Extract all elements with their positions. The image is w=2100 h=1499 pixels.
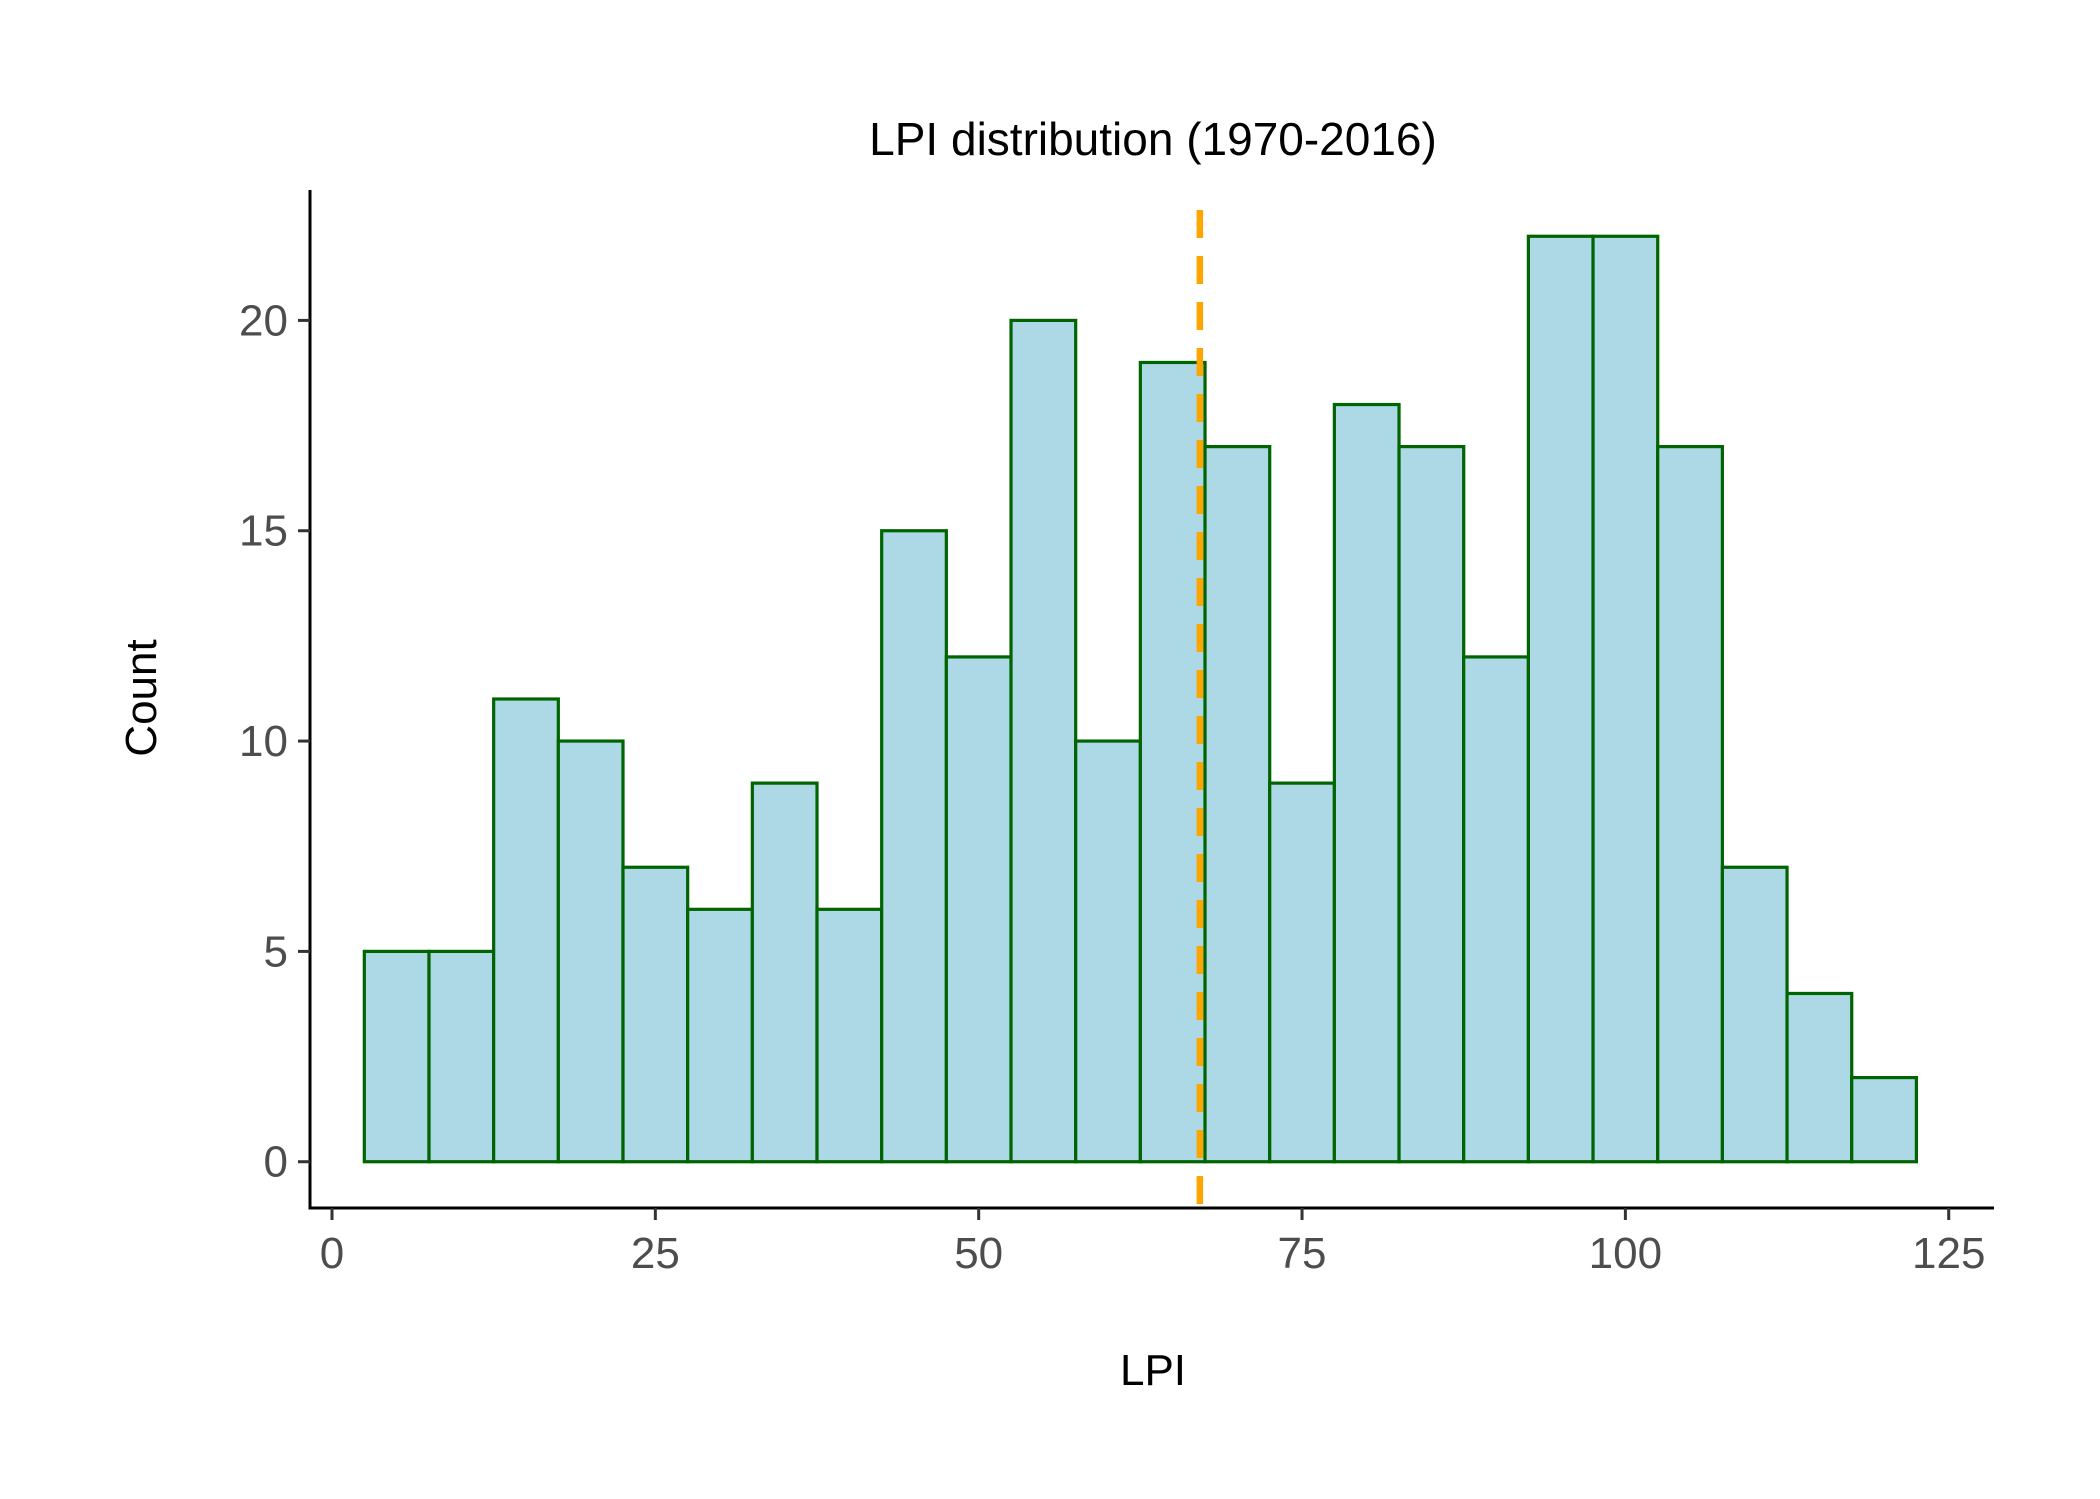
histogram-bar-9 [880,529,948,1164]
histogram-bars [362,234,1918,1164]
histogram-bar-16 [1332,402,1401,1164]
histogram-bar-23 [1785,991,1854,1164]
histogram-bar-1 [362,949,431,1164]
histogram-bar-14 [1203,445,1272,1164]
histogram-bar-7 [750,781,819,1164]
y-tick-label: 0 [264,1138,288,1187]
histogram-bar-19 [1526,234,1595,1164]
x-tick-label: 125 [1912,1229,1985,1278]
y-tick-label: 15 [239,507,288,556]
histogram-bar-24 [1850,1075,1918,1164]
x-tick-label: 100 [1589,1229,1662,1278]
y-tick-label: 5 [264,927,288,976]
histogram-bar-8 [815,907,884,1164]
y-tick-label: 10 [239,717,288,766]
x-tick-label: 25 [631,1229,680,1278]
histogram-bar-12 [1074,739,1142,1164]
y-axis-ticks: 0 5 10 15 20 [239,296,310,1187]
x-axis-ticks: 0 25 50 75 100 125 [320,1208,1985,1278]
histogram-bar-6 [686,907,754,1164]
histogram-bar-17 [1397,445,1466,1164]
y-tick-label: 20 [239,296,288,345]
histogram-bar-3 [492,697,560,1164]
histogram-bar-13 [1138,360,1207,1164]
x-axis-title: LPI [1120,1346,1186,1395]
histogram-bar-4 [556,739,625,1164]
histogram-bar-22 [1720,865,1789,1164]
histogram-bar-21 [1656,445,1724,1164]
histogram-bar-11 [1009,318,1078,1164]
histogram-bar-15 [1268,781,1336,1164]
y-axis-title: Count [117,639,166,756]
histogram-bar-5 [621,865,690,1164]
chart-title: LPI distribution (1970-2016) [869,113,1437,165]
histogram-bar-18 [1462,655,1530,1164]
histogram-bar-2 [427,949,496,1164]
histogram-bar-20 [1591,234,1660,1164]
histogram-bar-10 [944,655,1013,1164]
x-tick-label: 75 [1278,1229,1327,1278]
x-tick-label: 50 [954,1229,1003,1278]
x-tick-label: 0 [320,1229,344,1278]
